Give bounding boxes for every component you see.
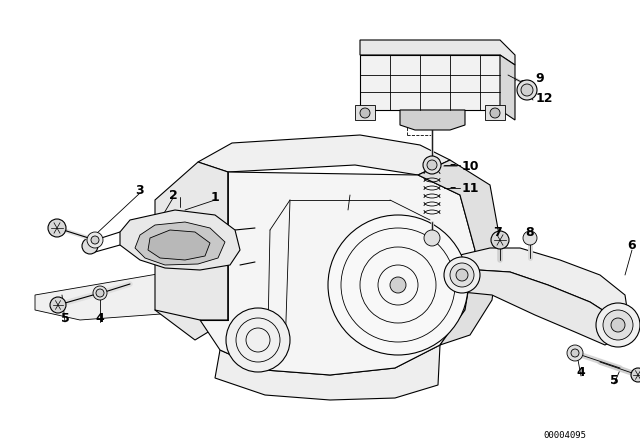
Text: 1: 1 [211,190,220,203]
Polygon shape [400,110,465,130]
Circle shape [87,232,103,248]
Circle shape [596,303,640,347]
Text: 4: 4 [577,366,586,379]
Circle shape [360,108,370,118]
Polygon shape [455,248,628,318]
Circle shape [456,269,468,281]
Polygon shape [418,160,500,345]
Text: 5: 5 [610,374,618,387]
Polygon shape [35,265,240,320]
Circle shape [50,297,66,313]
Circle shape [490,108,500,118]
Circle shape [631,368,640,382]
Text: 7: 7 [493,225,501,238]
Polygon shape [135,222,225,265]
Text: 4: 4 [95,311,104,324]
Text: 9: 9 [536,72,544,85]
Text: 6: 6 [628,238,636,251]
Text: –: – [450,159,456,172]
Circle shape [521,84,533,96]
Text: 5: 5 [61,311,69,324]
Text: 2: 2 [168,189,177,202]
Circle shape [444,257,480,293]
Circle shape [328,215,468,355]
Polygon shape [485,105,505,120]
Polygon shape [500,55,515,120]
Polygon shape [120,210,240,270]
Circle shape [390,277,406,293]
Text: 8: 8 [525,225,534,238]
Polygon shape [360,40,515,65]
Polygon shape [450,270,618,345]
Text: 3: 3 [136,184,144,197]
Polygon shape [155,162,228,340]
Polygon shape [200,172,475,375]
Polygon shape [355,105,375,120]
Polygon shape [198,135,450,175]
Text: 12: 12 [535,91,553,104]
Circle shape [571,349,579,357]
Circle shape [423,156,441,174]
Circle shape [48,219,66,237]
Circle shape [96,289,104,297]
Polygon shape [148,230,210,260]
Text: 00004095: 00004095 [543,431,586,439]
Circle shape [491,231,509,249]
Polygon shape [360,55,500,110]
Circle shape [517,80,537,100]
Circle shape [93,286,107,300]
Circle shape [226,308,290,372]
Circle shape [603,310,633,340]
Circle shape [424,230,440,246]
Circle shape [82,238,98,254]
Circle shape [91,236,99,244]
Polygon shape [215,345,440,400]
Text: –: – [450,181,456,194]
Circle shape [450,263,474,287]
Circle shape [523,231,537,245]
Text: 10: 10 [462,159,479,172]
Circle shape [427,160,437,170]
Circle shape [611,318,625,332]
Circle shape [567,345,583,361]
Text: 11: 11 [462,181,479,194]
